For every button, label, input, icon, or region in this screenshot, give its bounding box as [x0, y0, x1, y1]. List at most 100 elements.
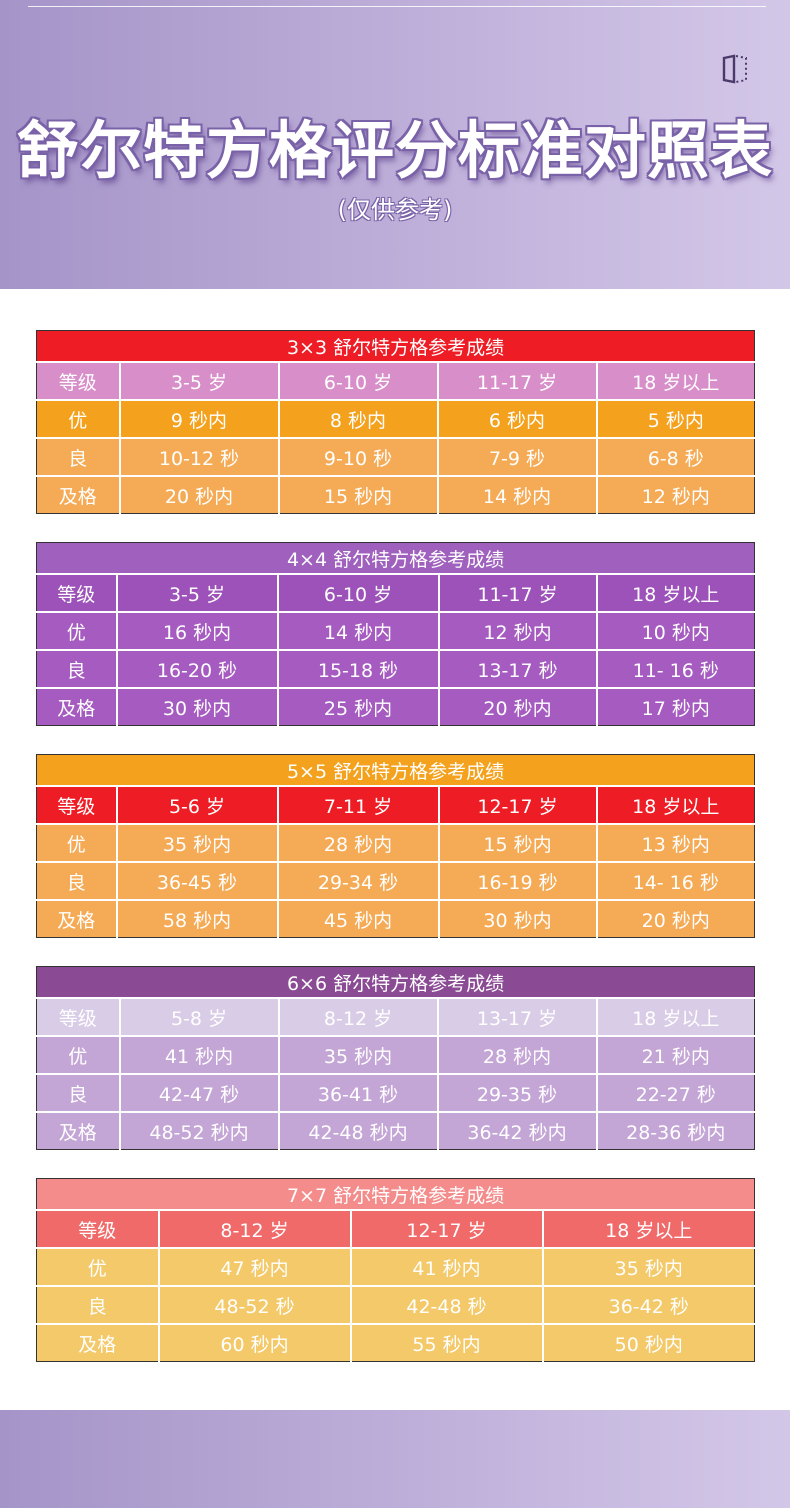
table-cell: 17 秒内	[595, 687, 756, 726]
table-cell: 60 秒内	[157, 1323, 352, 1362]
table-cell: 45 秒内	[276, 899, 440, 938]
score-table-3x3: 3×3 舒尔特方格参考成绩 等级 3-5 岁 6-10 岁 11-17 岁 18…	[35, 330, 756, 514]
table-cell: 及格	[36, 899, 118, 938]
table-cell: 29-35 秒	[436, 1073, 598, 1113]
table-cell: 41 秒内	[118, 1035, 280, 1075]
table-cell: 30 秒内	[115, 687, 279, 726]
table-cell: 及格	[36, 687, 118, 726]
table-header-row: 等级 8-12 岁 12-17 岁 18 岁以上	[36, 1209, 756, 1249]
score-table-5x5: 5×5 舒尔特方格参考成绩 等级 5-6 岁 7-11 岁 12-17 岁 18…	[35, 754, 756, 938]
table-cell: 48-52 秒	[157, 1285, 352, 1325]
table-cell: 16 秒内	[115, 611, 279, 651]
header-cell: 等级	[36, 361, 121, 401]
table-row: 良 36-45 秒 29-34 秒 16-19 秒 14- 16 秒	[36, 861, 756, 901]
header-cell: 12-17 岁	[349, 1209, 544, 1249]
table-cell: 15-18 秒	[276, 649, 440, 689]
table-header-row: 等级 5-6 岁 7-11 岁 12-17 岁 18 岁以上	[36, 785, 756, 825]
table-caption: 6×6 舒尔特方格参考成绩	[35, 966, 756, 999]
header-cell: 12-17 岁	[437, 785, 598, 825]
table-cell: 35 秒内	[277, 1035, 439, 1075]
header-divider	[28, 6, 766, 7]
table-row: 优 47 秒内 41 秒内 35 秒内	[36, 1247, 756, 1287]
book-icon	[722, 54, 747, 84]
table-row: 良 48-52 秒 42-48 秒 36-42 秒	[36, 1285, 756, 1325]
table-cell: 优	[36, 399, 121, 439]
table-row: 良 42-47 秒 36-41 秒 29-35 秒 22-27 秒	[36, 1073, 756, 1113]
table-row: 及格 20 秒内 15 秒内 14 秒内 12 秒内	[36, 475, 756, 514]
table-cell: 及格	[36, 1111, 121, 1150]
table-cell: 35 秒内	[541, 1247, 756, 1287]
header-cell: 等级	[36, 1209, 160, 1249]
table-cell: 良	[36, 437, 121, 477]
table-cell: 12 秒内	[437, 611, 598, 651]
table-cell: 21 秒内	[595, 1035, 756, 1075]
table-cell: 28 秒内	[276, 823, 440, 863]
table-row: 优 35 秒内 28 秒内 15 秒内 13 秒内	[36, 823, 756, 863]
table-cell: 及格	[36, 1323, 160, 1362]
header-cell: 18 岁以上	[595, 785, 756, 825]
table-cell: 36-42 秒内	[436, 1111, 598, 1150]
table-cell: 14 秒内	[436, 475, 598, 514]
table-cell: 6-8 秒	[595, 437, 756, 477]
table-cell: 16-20 秒	[115, 649, 279, 689]
table-cell: 及格	[36, 475, 121, 514]
table-cell: 10-12 秒	[118, 437, 280, 477]
table-caption: 3×3 舒尔特方格参考成绩	[35, 330, 756, 363]
table-cell: 16-19 秒	[437, 861, 598, 901]
table-cell: 优	[36, 1035, 121, 1075]
table-cell: 9 秒内	[118, 399, 280, 439]
table-header-row: 等级 5-8 岁 8-12 岁 13-17 岁 18 岁以上	[36, 997, 756, 1037]
score-table-7x7: 7×7 舒尔特方格参考成绩 等级 8-12 岁 12-17 岁 18 岁以上 优…	[35, 1178, 756, 1362]
table-cell: 优	[36, 611, 118, 651]
table-cell: 10 秒内	[595, 611, 756, 651]
header-cell: 6-10 岁	[276, 573, 440, 613]
table-row: 优 41 秒内 35 秒内 28 秒内 21 秒内	[36, 1035, 756, 1075]
table-cell: 8 秒内	[277, 399, 439, 439]
header-cell: 5-6 岁	[115, 785, 279, 825]
header-cell: 7-11 岁	[276, 785, 440, 825]
table-row: 优 9 秒内 8 秒内 6 秒内 5 秒内	[36, 399, 756, 439]
header-cell: 13-17 岁	[436, 997, 598, 1037]
table-cell: 13 秒内	[595, 823, 756, 863]
table-cell: 30 秒内	[437, 899, 598, 938]
header-banner: 舒尔特方格评分标准对照表 (仅供参考)	[0, 0, 790, 289]
table-cell: 14 秒内	[276, 611, 440, 651]
table-cell: 42-47 秒	[118, 1073, 280, 1113]
score-table-6x6: 6×6 舒尔特方格参考成绩 等级 5-8 岁 8-12 岁 13-17 岁 18…	[35, 966, 756, 1150]
table-cell: 20 秒内	[437, 687, 598, 726]
table-cell: 36-42 秒	[541, 1285, 756, 1325]
table-cell: 29-34 秒	[276, 861, 440, 901]
table-cell: 11- 16 秒	[595, 649, 756, 689]
table-cell: 41 秒内	[349, 1247, 544, 1287]
table-cell: 42-48 秒内	[277, 1111, 439, 1150]
header-cell: 11-17 岁	[436, 361, 598, 401]
table-cell: 55 秒内	[349, 1323, 544, 1362]
table-cell: 5 秒内	[595, 399, 756, 439]
header-cell: 18 岁以上	[595, 573, 756, 613]
header-cell: 5-8 岁	[118, 997, 280, 1037]
table-cell: 优	[36, 823, 118, 863]
table-cell: 6 秒内	[436, 399, 598, 439]
table-row: 优 16 秒内 14 秒内 12 秒内 10 秒内	[36, 611, 756, 651]
table-cell: 14- 16 秒	[595, 861, 756, 901]
header-cell: 18 岁以上	[541, 1209, 756, 1249]
table-cell: 15 秒内	[277, 475, 439, 514]
table-cell: 20 秒内	[118, 475, 280, 514]
table-row: 及格 58 秒内 45 秒内 30 秒内 20 秒内	[36, 899, 756, 938]
header-cell: 11-17 岁	[437, 573, 598, 613]
table-cell: 25 秒内	[276, 687, 440, 726]
table-cell: 20 秒内	[595, 899, 756, 938]
table-row: 及格 60 秒内 55 秒内 50 秒内	[36, 1323, 756, 1362]
table-caption: 5×5 舒尔特方格参考成绩	[35, 754, 756, 787]
table-cell: 36-45 秒	[115, 861, 279, 901]
table-cell: 良	[36, 1073, 121, 1113]
table-cell: 47 秒内	[157, 1247, 352, 1287]
table-cell: 良	[36, 861, 118, 901]
header-cell: 6-10 岁	[277, 361, 439, 401]
table-cell: 35 秒内	[115, 823, 279, 863]
header-cell: 18 岁以上	[595, 361, 756, 401]
score-table-4x4: 4×4 舒尔特方格参考成绩 等级 3-5 岁 6-10 岁 11-17 岁 18…	[35, 542, 756, 726]
table-row: 良 16-20 秒 15-18 秒 13-17 秒 11- 16 秒	[36, 649, 756, 689]
table-cell: 15 秒内	[437, 823, 598, 863]
table-cell: 优	[36, 1247, 160, 1287]
